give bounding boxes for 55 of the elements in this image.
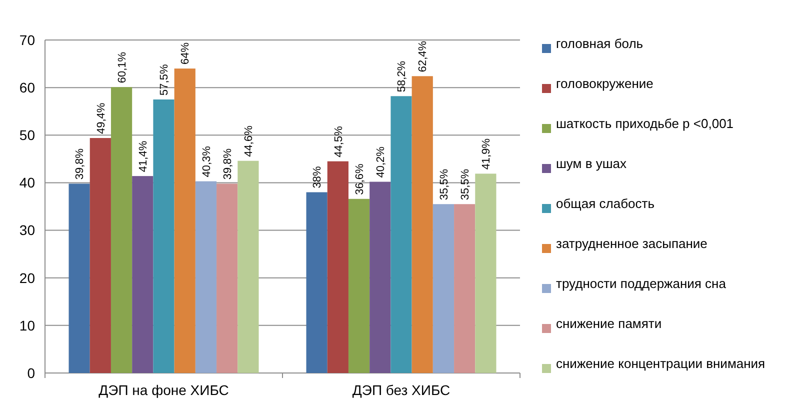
data-label: 64% xyxy=(180,42,192,65)
legend-label: снижение концентрации внимания xyxy=(556,356,766,371)
legend-label: снижение памяти xyxy=(556,316,662,331)
data-label: 39,8% xyxy=(74,148,86,180)
bar xyxy=(306,192,328,373)
data-label: 41,4% xyxy=(137,140,150,172)
bar xyxy=(195,181,217,373)
y-tick-label: 50 xyxy=(19,127,36,144)
data-label: 39,8% xyxy=(222,148,234,180)
legend-label: общая слабость xyxy=(556,196,655,211)
bar xyxy=(390,96,412,373)
y-tick-label: 40 xyxy=(19,174,36,191)
data-label: 44,5% xyxy=(332,126,345,158)
data-label: 60,1% xyxy=(116,52,128,84)
bar xyxy=(238,160,259,373)
legend-label: трудности поддержания сна xyxy=(556,276,727,291)
data-label: 62,4% xyxy=(417,40,430,72)
y-tick-label: 0 xyxy=(27,364,36,381)
bar xyxy=(327,161,348,373)
y-tick-label: 10 xyxy=(19,317,36,334)
data-label: 36,6% xyxy=(354,163,366,195)
bar xyxy=(432,204,454,373)
data-label: 58,2% xyxy=(396,60,408,92)
y-tick-label: 70 xyxy=(19,32,36,48)
data-label: 41,9% xyxy=(480,138,493,170)
data-label: 49,4% xyxy=(95,102,108,134)
bar xyxy=(110,87,132,373)
data-label: 44,6% xyxy=(243,125,256,157)
bar xyxy=(90,138,111,373)
data-label: 38% xyxy=(312,166,324,188)
legend-label: шум в ушах xyxy=(556,156,628,171)
bar xyxy=(370,182,391,373)
x-tick-label: ДЭП на фоне ХИБС xyxy=(98,382,229,398)
y-tick-label: 60 xyxy=(19,79,36,96)
bar xyxy=(132,176,154,373)
data-label: 35,5% xyxy=(438,168,450,200)
legend-label: головная боль xyxy=(556,36,644,51)
bar xyxy=(153,99,174,373)
data-label: 40,2% xyxy=(374,146,387,178)
bar xyxy=(348,198,370,373)
y-tick-label: 20 xyxy=(19,270,36,286)
bar xyxy=(454,204,476,373)
data-label: 40,3% xyxy=(200,146,213,178)
bar xyxy=(475,174,496,373)
x-tick-label: ДЭП без ХИБС xyxy=(352,382,450,398)
bar xyxy=(174,68,196,373)
y-tick-label: 30 xyxy=(19,222,36,238)
bar xyxy=(216,184,238,373)
bar xyxy=(68,184,90,373)
legend-label: шаткость приходьбе р <0,001 xyxy=(556,116,734,131)
legend-label: головокружение xyxy=(556,76,654,91)
data-label: 35,5% xyxy=(459,168,472,200)
bar xyxy=(412,76,433,373)
legend-label: затрудненное засыпание xyxy=(556,236,708,251)
data-label: 57,5% xyxy=(158,64,171,96)
